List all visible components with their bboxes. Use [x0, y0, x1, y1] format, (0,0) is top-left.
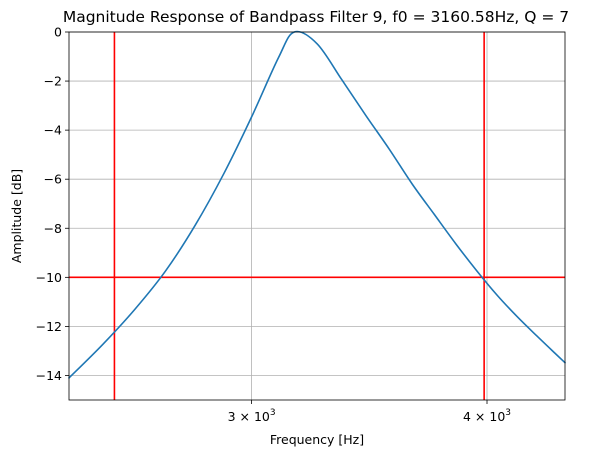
chart-title: Magnitude Response of Bandpass Filter 9,… — [63, 8, 569, 26]
series-line — [68, 30, 566, 379]
y-tick-label: −14 — [36, 368, 62, 383]
y-tick-label: −12 — [36, 319, 62, 334]
x-tick-label: 4 × 103 — [463, 408, 511, 424]
y-axis-ticks: 0 −2 −4 −6 −8 −10 −12 −14 — [36, 25, 69, 383]
x-tick-label: 3 × 103 — [228, 408, 276, 424]
y-tick-label: −10 — [36, 270, 62, 285]
y-tick-label: −6 — [44, 172, 62, 187]
reference-lines — [69, 32, 565, 400]
x-axis-label: Frequency [Hz] — [270, 432, 364, 447]
y-tick-label: 0 — [54, 25, 62, 40]
series-layer — [68, 30, 566, 379]
y-tick-label: −4 — [44, 123, 62, 138]
y-tick-label: −8 — [44, 221, 62, 236]
grid — [69, 31, 565, 400]
plot-frame — [68, 31, 566, 401]
y-tick-label: −2 — [44, 74, 62, 89]
x-axis-ticks: 3 × 103 4 × 103 — [228, 400, 511, 424]
y-axis-label: Amplitude [dB] — [9, 169, 24, 263]
